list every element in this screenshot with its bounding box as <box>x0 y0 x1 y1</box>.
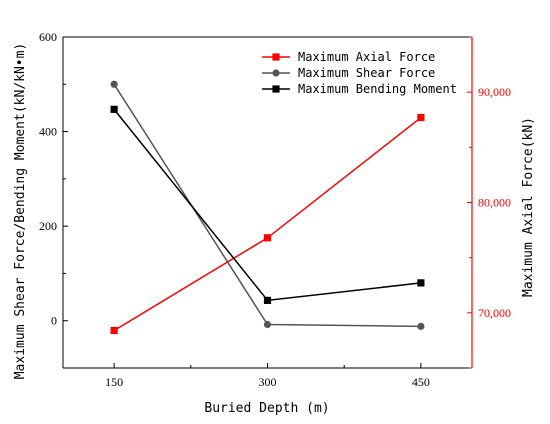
data-point <box>110 80 118 88</box>
data-point <box>263 320 272 329</box>
legend-marker <box>272 69 280 77</box>
data-point <box>417 322 425 330</box>
series-maximum-axial-force <box>110 113 425 335</box>
left-axis-tick-label: 200 <box>39 219 57 233</box>
series-line <box>113 83 421 328</box>
right-axis-tick-label: 80,000 <box>478 196 511 210</box>
legend: Maximum Axial Force Maximum Shear Force Ma… <box>262 50 457 96</box>
right-axis-tick-label: 70,000 <box>478 306 511 320</box>
data-point <box>417 113 425 122</box>
left-y-axis: 0 200 400 600 <box>39 30 68 369</box>
legend-marker <box>272 53 280 61</box>
legend-label: Maximum Bending Moment <box>298 82 457 96</box>
legend-label: Maximum Axial Force <box>298 50 435 64</box>
legend-marker <box>272 85 280 93</box>
left-axis-tick-label: 0 <box>51 314 57 328</box>
series-maximum-shear-force <box>110 80 425 330</box>
data-point <box>417 279 425 287</box>
x-axis: 150 300 450 <box>105 363 430 389</box>
data-point <box>263 234 272 242</box>
left-y-axis-title: Maximum Shear Force/Bending Moment(kN/kN… <box>13 43 28 380</box>
right-y-axis: 70,000 80,000 90,000 <box>467 36 511 369</box>
series-maximum-bending-moment <box>110 105 425 304</box>
legend-label: Maximum Shear Force <box>298 66 435 80</box>
data-point <box>263 296 272 304</box>
right-y-axis-title: Maximum Axial Force(kN) <box>521 117 536 297</box>
data-point <box>110 105 118 113</box>
x-axis-tick-label: 300 <box>259 375 277 389</box>
left-axis-tick-label: 600 <box>39 30 57 44</box>
x-axis-tick-label: 450 <box>412 375 430 389</box>
series-layer <box>110 80 425 335</box>
data-point <box>110 326 118 335</box>
x-axis-tick-label: 150 <box>105 375 123 389</box>
left-axis-tick-label: 400 <box>39 125 57 139</box>
series-line <box>113 108 421 302</box>
x-axis-title: Buried Depth (m) <box>204 401 329 416</box>
right-axis-tick-label: 90,000 <box>478 85 511 99</box>
